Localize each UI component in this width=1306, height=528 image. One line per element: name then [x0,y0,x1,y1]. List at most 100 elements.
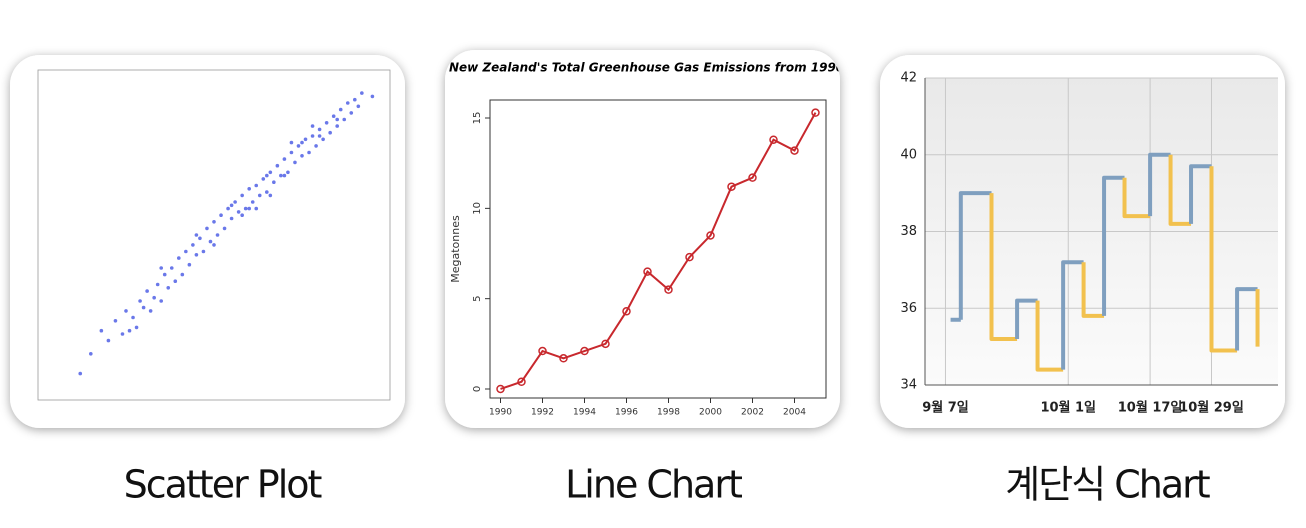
step [1035,300,1064,372]
point [229,203,234,208]
step [1102,175,1125,316]
point [173,279,178,284]
x-tick-label: 9월 7일 [922,400,969,416]
x-tick-label: 2002 [741,408,764,418]
marker [685,252,694,262]
step [958,191,992,320]
marker [622,307,631,316]
point [131,315,135,320]
point [296,144,301,148]
marker [601,339,610,349]
point [212,220,216,224]
point [205,226,209,231]
point [89,352,93,356]
point [254,183,259,188]
point [99,328,104,333]
step [1189,164,1212,224]
y-tick-label: 0 [472,386,483,392]
point [342,117,347,122]
point [279,173,283,178]
caption: Scatter Plot [124,463,322,507]
point [310,134,315,138]
point [272,180,276,184]
point [212,243,216,247]
marker [643,267,652,276]
point [307,150,311,155]
point [289,140,294,145]
point [106,338,111,343]
step [1168,154,1192,226]
y-tick-label: 10 [472,202,483,215]
point [370,94,375,99]
point [159,266,163,270]
point [191,243,195,247]
point [194,233,199,237]
point [335,117,340,122]
point [331,114,336,118]
point [169,266,174,270]
marker [559,354,568,363]
point [314,144,318,148]
point [127,328,132,333]
step [1235,287,1258,351]
point [155,282,160,287]
point [328,130,332,135]
y-tick-label: 15 [472,112,483,125]
point [180,272,185,277]
point [198,236,202,241]
point [261,177,266,181]
x-tick-label: 10월 17일 [1118,400,1183,416]
point [240,213,244,217]
point [268,193,273,198]
marker [496,384,505,394]
point [219,213,223,217]
point [265,173,269,178]
point [324,121,329,125]
caption: 계단식 Chart [1005,463,1209,507]
marker [790,146,799,155]
point [282,157,287,161]
y-tick-label: 34 [900,378,917,393]
x-tick-label: 2000 [699,408,722,418]
y-axis-label: Megatonnes [449,215,462,283]
step [1081,262,1105,318]
marker [580,346,589,356]
point [250,200,255,204]
point [353,97,357,102]
marker [706,231,715,240]
point [257,193,262,198]
scatter-chart [37,69,391,401]
point [215,233,220,237]
point [286,170,290,175]
point [177,256,181,260]
point [300,154,304,158]
point [201,249,206,254]
marker [664,285,673,294]
line [500,112,817,390]
point [349,111,354,115]
point [187,262,192,267]
plot-frame [37,69,391,401]
point [310,124,315,128]
point [134,325,139,330]
line-chart: New Zealand's Total Greenhouse Gas Emiss… [449,61,840,418]
plot-frame [489,99,827,399]
point [360,91,364,95]
marker [748,173,757,182]
x-tick-label: 1996 [615,408,638,418]
point [300,140,304,145]
point [243,206,248,211]
point [254,206,259,211]
x-tick-label: 1990 [489,408,512,418]
point [268,170,273,175]
point [247,187,251,191]
step [1122,177,1151,219]
x-tick-label: 10월 29일 [1179,400,1244,416]
point [335,124,340,128]
point [184,249,188,254]
point [338,107,343,112]
point [194,253,199,257]
x-tick-label: 1992 [531,408,554,418]
